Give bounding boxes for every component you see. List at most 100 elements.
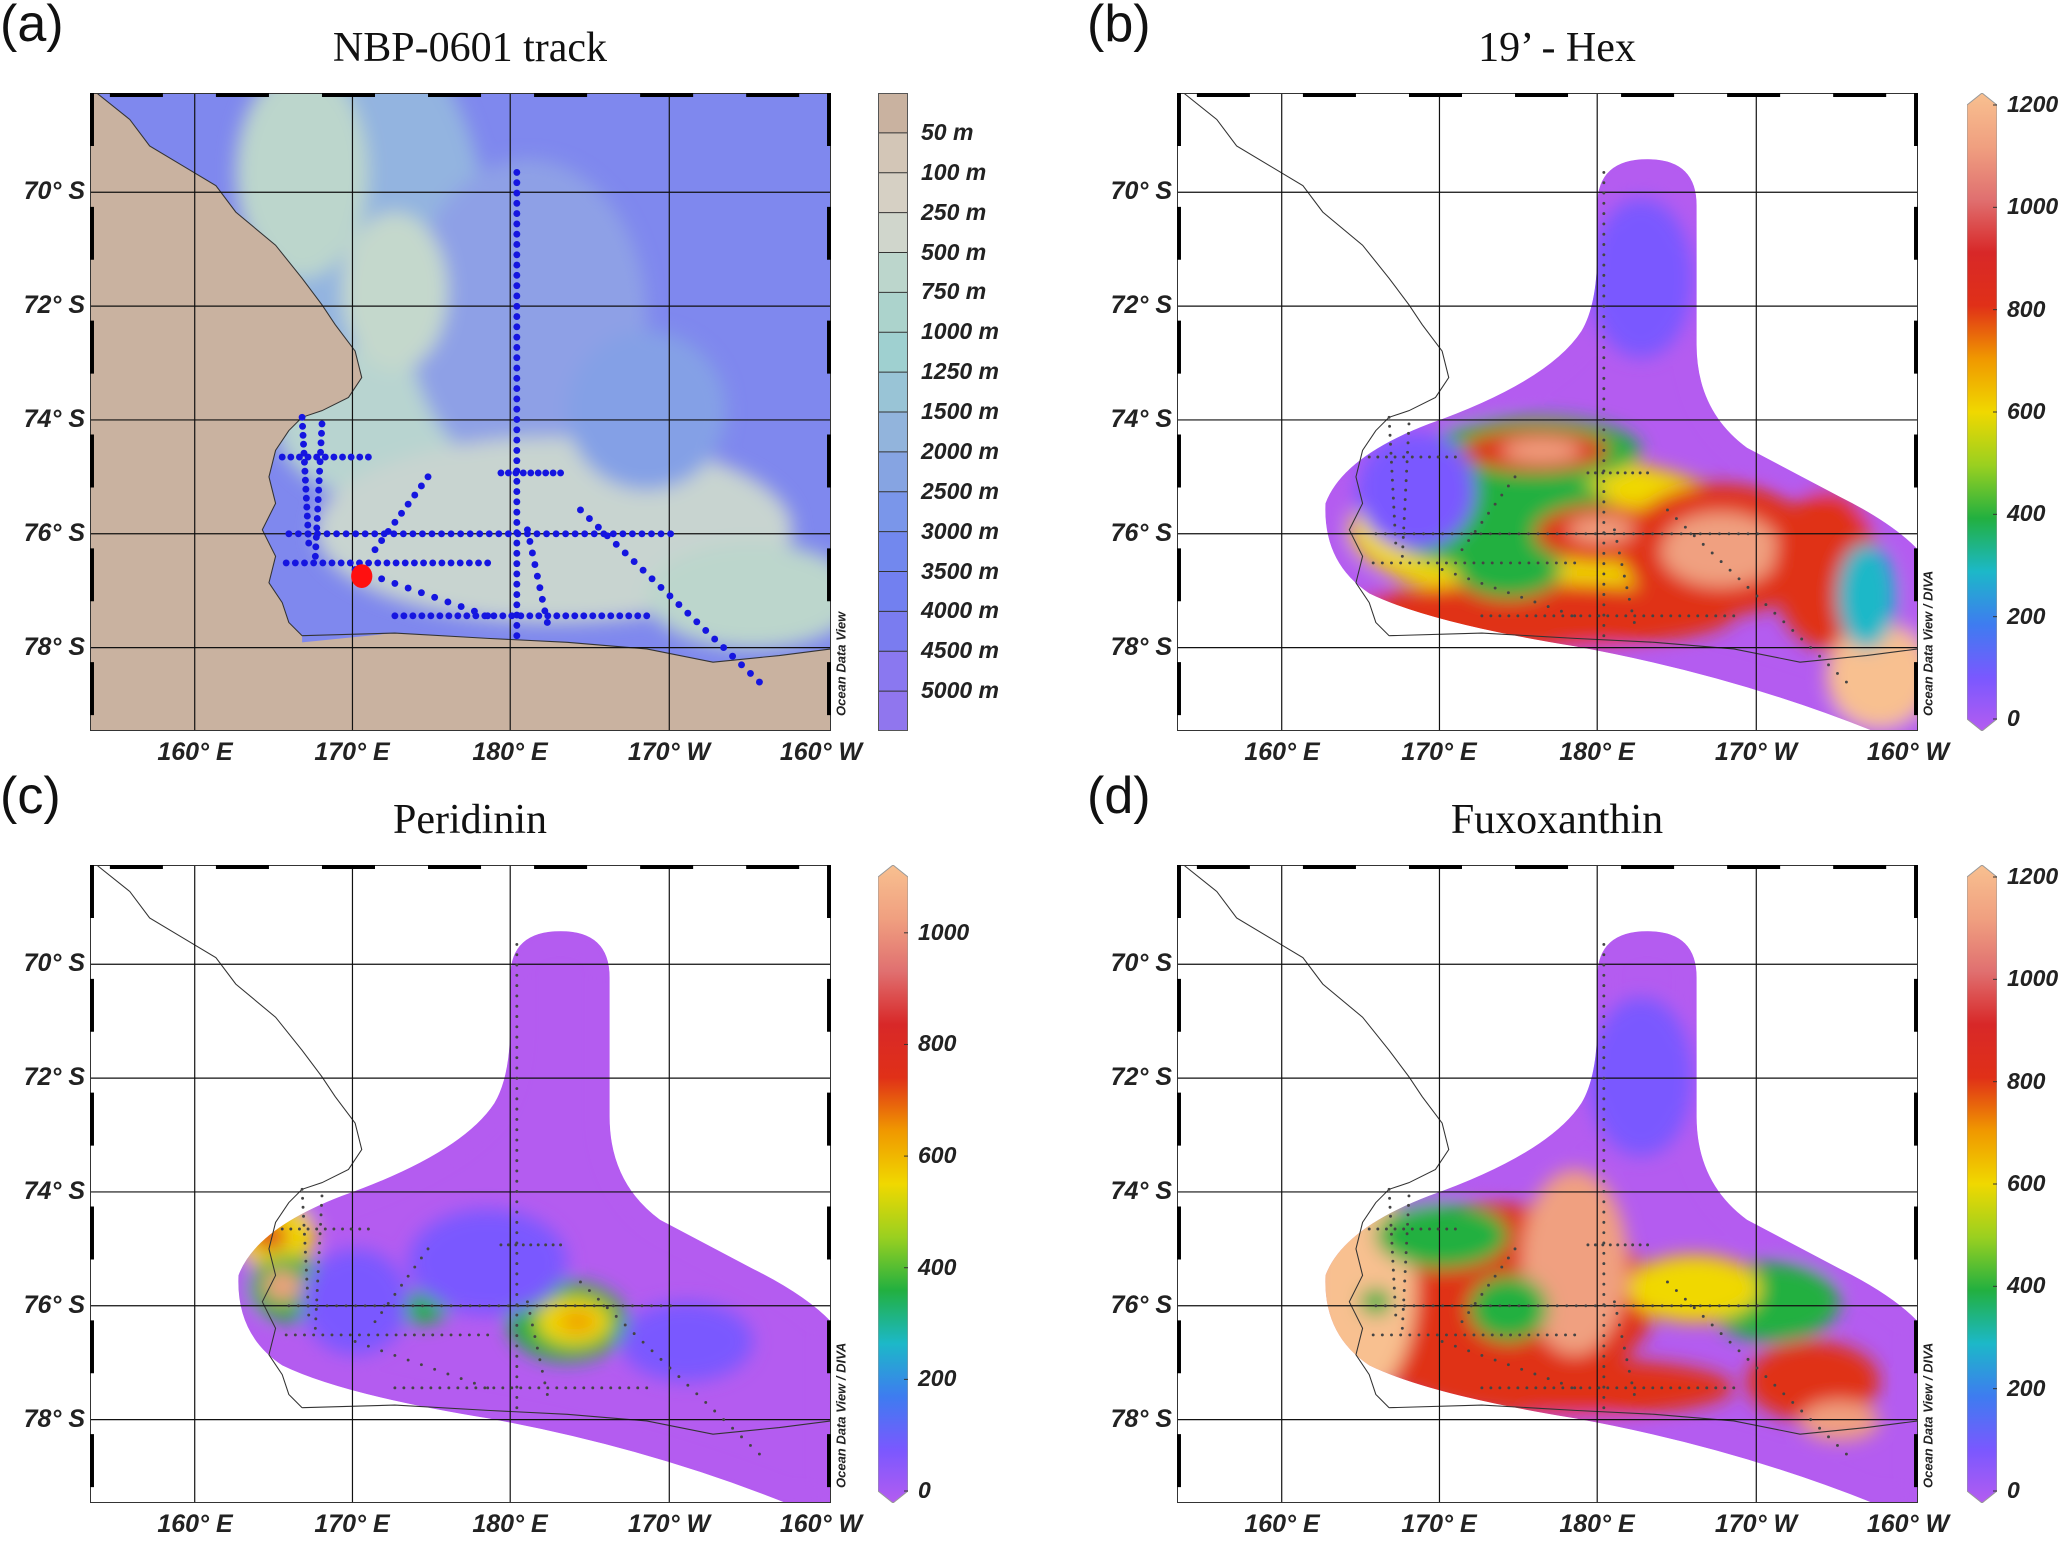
station-marker (1836, 671, 1839, 675)
station-marker (1620, 1335, 1624, 1339)
station-marker (1426, 561, 1430, 565)
station-marker (1687, 614, 1691, 618)
station-marker (1460, 1304, 1464, 1308)
station-marker (422, 1333, 426, 1337)
station-marker (650, 1304, 653, 1308)
station-marker (321, 453, 329, 461)
station-marker (529, 1243, 533, 1247)
latitude-label: 78° S (23, 1405, 85, 1433)
station-marker (506, 1243, 510, 1247)
station-marker (686, 1383, 690, 1387)
colorbar-segment (878, 611, 908, 652)
concentration-patch (1568, 516, 1635, 544)
station-marker (1719, 1332, 1723, 1336)
station-marker (591, 1386, 595, 1390)
station-marker (1419, 455, 1423, 459)
station-marker (513, 539, 521, 547)
station-marker (515, 1313, 519, 1317)
station-marker (465, 1386, 469, 1390)
station-marker (314, 1307, 318, 1311)
station-marker (1506, 1363, 1510, 1367)
station-marker (720, 644, 728, 652)
station-marker (315, 1298, 319, 1302)
station-marker (515, 1179, 519, 1183)
station-marker (301, 1196, 305, 1200)
station-marker (627, 1386, 631, 1390)
station-marker (1602, 243, 1606, 246)
station-marker (1367, 455, 1371, 459)
station-marker (513, 354, 521, 362)
station-marker (1450, 1304, 1454, 1308)
station-marker (1602, 1097, 1606, 1101)
station-marker (1404, 479, 1408, 483)
station-marker (513, 241, 521, 248)
station-marker (1642, 614, 1646, 618)
station-marker (513, 519, 521, 526)
longitude-label: 170° E (1401, 1510, 1477, 1538)
latitude-label: 70° S (23, 949, 85, 977)
station-marker (1597, 1386, 1601, 1390)
station-marker (1708, 532, 1712, 536)
station-marker (1401, 535, 1405, 539)
colorbar-label: 750 m (921, 278, 987, 305)
station-marker (1602, 356, 1606, 360)
station-marker (1391, 1268, 1395, 1272)
colorbar-label: 1500 m (921, 398, 1000, 424)
station-marker (317, 1260, 321, 1264)
station-marker (513, 477, 521, 485)
station-marker (394, 1333, 398, 1337)
station-marker (1405, 460, 1409, 464)
station-marker (1480, 1353, 1484, 1357)
station-marker (1391, 496, 1395, 500)
station-marker (318, 1241, 322, 1245)
station-marker (1615, 1311, 1619, 1315)
station-marker (303, 1241, 307, 1245)
longitude-label: 170° W (1714, 1510, 1798, 1538)
station-marker (573, 1386, 577, 1390)
station-marker (1441, 1304, 1445, 1308)
station-marker (1405, 469, 1409, 473)
station-marker (393, 1292, 397, 1296)
station-marker (1392, 1277, 1396, 1281)
longitude-label: 160° W (1866, 1510, 1950, 1538)
station-marker (1493, 586, 1497, 590)
station-marker (538, 595, 546, 603)
station-marker (740, 1435, 743, 1439)
station-marker (458, 1333, 462, 1337)
station-marker (1507, 1386, 1511, 1390)
station-marker (1623, 471, 1627, 475)
station-marker (431, 1333, 435, 1337)
station-marker (341, 1227, 344, 1231)
map-canvas (1176, 92, 1919, 732)
station-marker (1490, 561, 1494, 565)
station-marker (1546, 605, 1550, 609)
station-marker (1602, 397, 1606, 401)
station-marker (354, 1304, 358, 1308)
station-marker (374, 559, 382, 567)
station-marker (333, 530, 341, 538)
station-marker (531, 561, 539, 568)
map-frame: Ocean Data View / DIVA (1176, 92, 1936, 732)
station-marker (1402, 1298, 1406, 1302)
station-marker (1800, 637, 1804, 641)
station-marker (384, 528, 392, 535)
station-marker (1791, 1400, 1795, 1404)
station-marker (330, 453, 338, 461)
station-marker (383, 559, 391, 567)
colorbar-label: 200 (2007, 1374, 2046, 1401)
station-marker (1403, 1304, 1406, 1308)
colorbar-label: 200 (2007, 602, 2046, 629)
station-marker (515, 1282, 519, 1286)
station-marker (315, 477, 323, 485)
station-marker (549, 469, 557, 477)
colorbar-label: 3000 m (921, 517, 1000, 544)
station-marker (348, 1333, 352, 1337)
station-marker (1602, 325, 1606, 329)
station-marker (557, 469, 565, 477)
station-marker (313, 515, 321, 522)
station-marker (533, 1335, 537, 1339)
station-marker (1818, 1426, 1822, 1430)
station-marker (1453, 1227, 1457, 1231)
station-marker (303, 1333, 306, 1337)
station-marker (1683, 1297, 1687, 1301)
